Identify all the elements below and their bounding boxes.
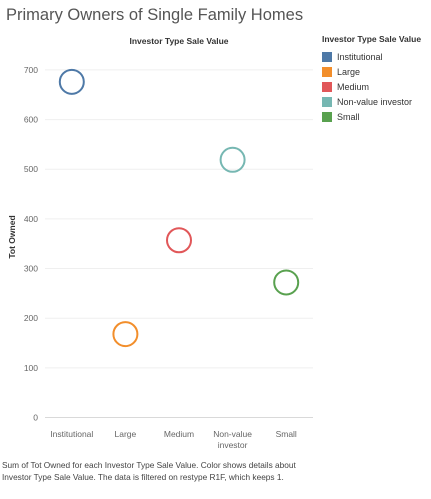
x-axis-ticks: Institutional Large Medium Non-valueinvesto…	[50, 429, 297, 450]
scatter-chart[interactable]: Investor Type Sale Value Tot Owned 0 100 2…	[0, 0, 320, 460]
legend-label: Large	[337, 66, 361, 77]
legend-swatch	[322, 96, 332, 107]
page-title: Primary Owners of Single Family Homes	[6, 6, 304, 24]
x-tick-label: Medium	[164, 429, 194, 439]
legend-swatch	[322, 81, 332, 92]
data-point-institutional[interactable]	[58, 68, 85, 95]
y-axis-ticks: 0 100 200 300 400 500 600 700	[24, 65, 38, 423]
legend-item-small[interactable]: Small	[322, 109, 431, 124]
legend-item-non-value-investor[interactable]: Non-value investor	[322, 94, 431, 109]
x-tick-label: Non-value	[213, 429, 252, 439]
legend-label: Non-value investor	[337, 96, 413, 107]
y-tick-label: 100	[24, 363, 38, 373]
legend-swatch	[322, 66, 332, 77]
y-tick-label: 0	[33, 413, 38, 423]
legend-item-medium[interactable]: Medium	[322, 79, 431, 94]
data-point-medium[interactable]	[166, 227, 192, 254]
data-point-small[interactable]	[273, 269, 300, 296]
x-tick-label: Institutional	[50, 429, 93, 439]
x-tick-label: Large	[115, 429, 137, 439]
y-tick-label: 600	[24, 115, 38, 125]
legend-label: Small	[337, 111, 360, 122]
legend: Investor Type Sale Value Institutional L…	[322, 34, 431, 124]
y-tick-label: 300	[24, 264, 38, 274]
legend-swatch	[322, 111, 332, 122]
data-point-large[interactable]	[112, 321, 139, 348]
chart-title: Investor Type Sale Value	[129, 36, 228, 46]
y-tick-label: 200	[24, 313, 38, 323]
legend-item-institutional[interactable]: Institutional	[322, 49, 431, 64]
y-tick-label: 700	[24, 65, 38, 75]
y-axis-title: Tot Owned	[7, 215, 17, 258]
y-tick-label: 400	[24, 214, 38, 224]
grid-layer	[45, 69, 313, 419]
chart-caption: Sum of Tot Owned for each Investor Type …	[2, 460, 296, 482]
legend-item-large[interactable]: Large	[322, 64, 431, 79]
x-tick-label: Small	[276, 429, 297, 439]
data-point-non-value-investor[interactable]	[219, 146, 246, 173]
legend-swatch	[322, 51, 332, 62]
legend-label: Institutional	[337, 51, 383, 62]
legend-label: Medium	[337, 81, 370, 92]
y-tick-label: 500	[24, 164, 38, 174]
data-points[interactable]	[58, 68, 300, 348]
legend-title: Investor Type Sale Value	[322, 34, 422, 44]
x-tick-label: investor	[218, 440, 248, 450]
